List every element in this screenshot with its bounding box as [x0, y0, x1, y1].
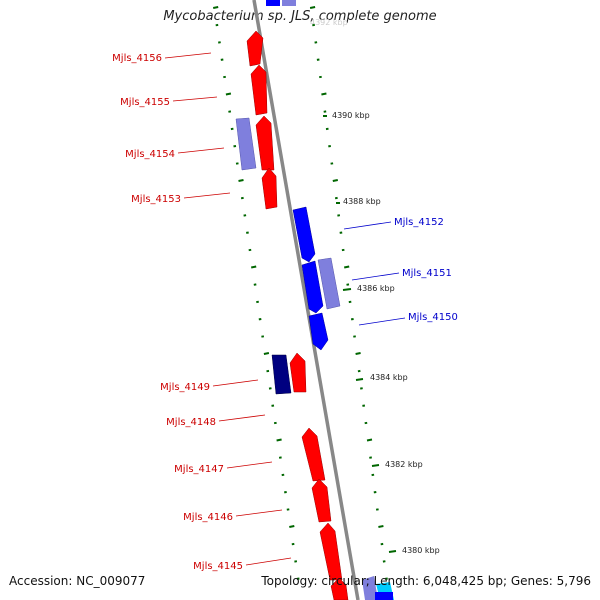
label-mjls-4146: Mjls_4146: [183, 512, 233, 523]
reverse-gene-labels: Mjls_4152 Mjls_4151 Mjls_4150: [343, 217, 458, 326]
outer-tick: [355, 352, 361, 355]
leader-mjls-4153: [183, 192, 231, 199]
scale-labels: 4390 kbp 4388 kbp 4386 kbp 4384 kbp 4382…: [323, 111, 440, 555]
gene-arrow-mjls-4152: [292, 206, 316, 263]
label-mjls-4152: Mjls_4152: [394, 217, 444, 228]
inner-tick: [289, 525, 295, 528]
label-mjls-4147: Mjls_4147: [174, 464, 224, 475]
label-mjls-4148: Mjls_4148: [166, 417, 216, 428]
label-mjls-4150: Mjls_4150: [408, 312, 458, 323]
outer-tick: [332, 179, 338, 182]
scale-tick-4380: [388, 550, 397, 553]
gene-arrow-mjls-4155: [250, 64, 268, 116]
gene-arrow-mjls-4150: [308, 312, 329, 351]
label-mjls-4151: Mjls_4151: [402, 268, 452, 279]
scale-tick-4386: [342, 288, 352, 291]
leader-mjls-4146: [235, 509, 283, 517]
reverse-gene-partial-bottom: [375, 592, 393, 600]
leader-mjls-4149: [212, 379, 259, 387]
faded-scale-label-top: 4392 kbp: [310, 18, 348, 27]
label-mjls-4155: Mjls_4155: [120, 97, 170, 108]
outer-tick: [378, 525, 384, 528]
forward-gene-labels: Mjls_4156 Mjls_4155 Mjls_4154 Mjls_4153 …: [112, 52, 292, 572]
cds-box-mjls-4151: [317, 257, 341, 310]
forward-genes: [246, 30, 349, 600]
inner-tick-track: [213, 6, 300, 580]
forward-cds-boxes: [235, 117, 292, 395]
gene-arrow-mjls-4154: [255, 115, 275, 171]
inner-tick: [251, 265, 257, 269]
gene-arrow-mjls-4149: [289, 352, 307, 393]
gene-arrow-mjls-4153: [261, 167, 278, 210]
leader-mjls-4152: [343, 221, 392, 230]
gene-arrow-mjls-4146: [319, 522, 343, 581]
scale-label-4390: 4390 kbp: [332, 111, 370, 120]
bottom-edge-features: [362, 576, 394, 600]
leader-mjls-4145: [245, 557, 292, 566]
reverse-cds-partial-top: [282, 0, 296, 6]
label-mjls-4154: Mjls_4154: [125, 149, 175, 160]
inner-tick: [276, 438, 282, 442]
cds-box-mjls-4154: [235, 117, 257, 171]
genome-summary-text: Topology: circular; Length: 6,048,425 bp…: [261, 574, 591, 588]
reverse-gene-partial-top: [266, 0, 280, 6]
leader-mjls-4155: [172, 96, 218, 102]
scale-tick-4382: [371, 464, 380, 467]
scale-label-4382: 4382 kbp: [385, 460, 423, 469]
cds-box-mjls-4149: [271, 354, 292, 395]
gene-arrow-mjls-4151: [301, 260, 324, 314]
gene-arrow-mjls-4148: [301, 427, 326, 482]
leader-mjls-4156: [164, 52, 212, 59]
outer-tick: [309, 6, 316, 9]
label-mjls-4153: Mjls_4153: [131, 194, 181, 205]
scale-label-4384: 4384 kbp: [370, 373, 408, 382]
cds-partial-bottom: [362, 576, 378, 600]
leader-mjls-4147: [226, 461, 273, 469]
gene-arrow-mjls-4147: [311, 478, 332, 523]
inner-tick: [213, 6, 219, 9]
outer-tick: [344, 265, 350, 269]
leader-mjls-4154: [177, 147, 225, 154]
outer-tick: [321, 92, 327, 96]
scale-label-4380: 4380 kbp: [402, 546, 440, 555]
accession-text: Accession: NC_009077: [9, 574, 146, 588]
top-edge-features: 4392 kbp: [266, 0, 348, 27]
inner-tick: [238, 179, 244, 182]
scale-label-4388: 4388 kbp: [343, 197, 381, 206]
outer-tick-track: [309, 6, 388, 580]
label-mjls-4149: Mjls_4149: [160, 382, 210, 393]
scale-tick-4384: [355, 378, 364, 381]
inner-tick: [263, 352, 270, 355]
inner-tick: [225, 92, 232, 96]
gene-arrow-mjls-4156: [246, 30, 264, 67]
reverse-genes: [292, 206, 341, 351]
leader-mjls-4150: [358, 317, 406, 326]
gene-arrow-mjls-4145: [330, 577, 349, 600]
scale-label-4386: 4386 kbp: [357, 284, 395, 293]
map-title: Mycobacterium sp. JLS, complete genome: [163, 9, 437, 24]
leader-mjls-4151: [351, 272, 400, 281]
leader-mjls-4148: [218, 414, 266, 422]
label-mjls-4145: Mjls_4145: [193, 561, 243, 572]
label-mjls-4156: Mjls_4156: [112, 53, 162, 64]
outer-tick: [366, 438, 373, 442]
genome-backbone: [252, 0, 360, 600]
